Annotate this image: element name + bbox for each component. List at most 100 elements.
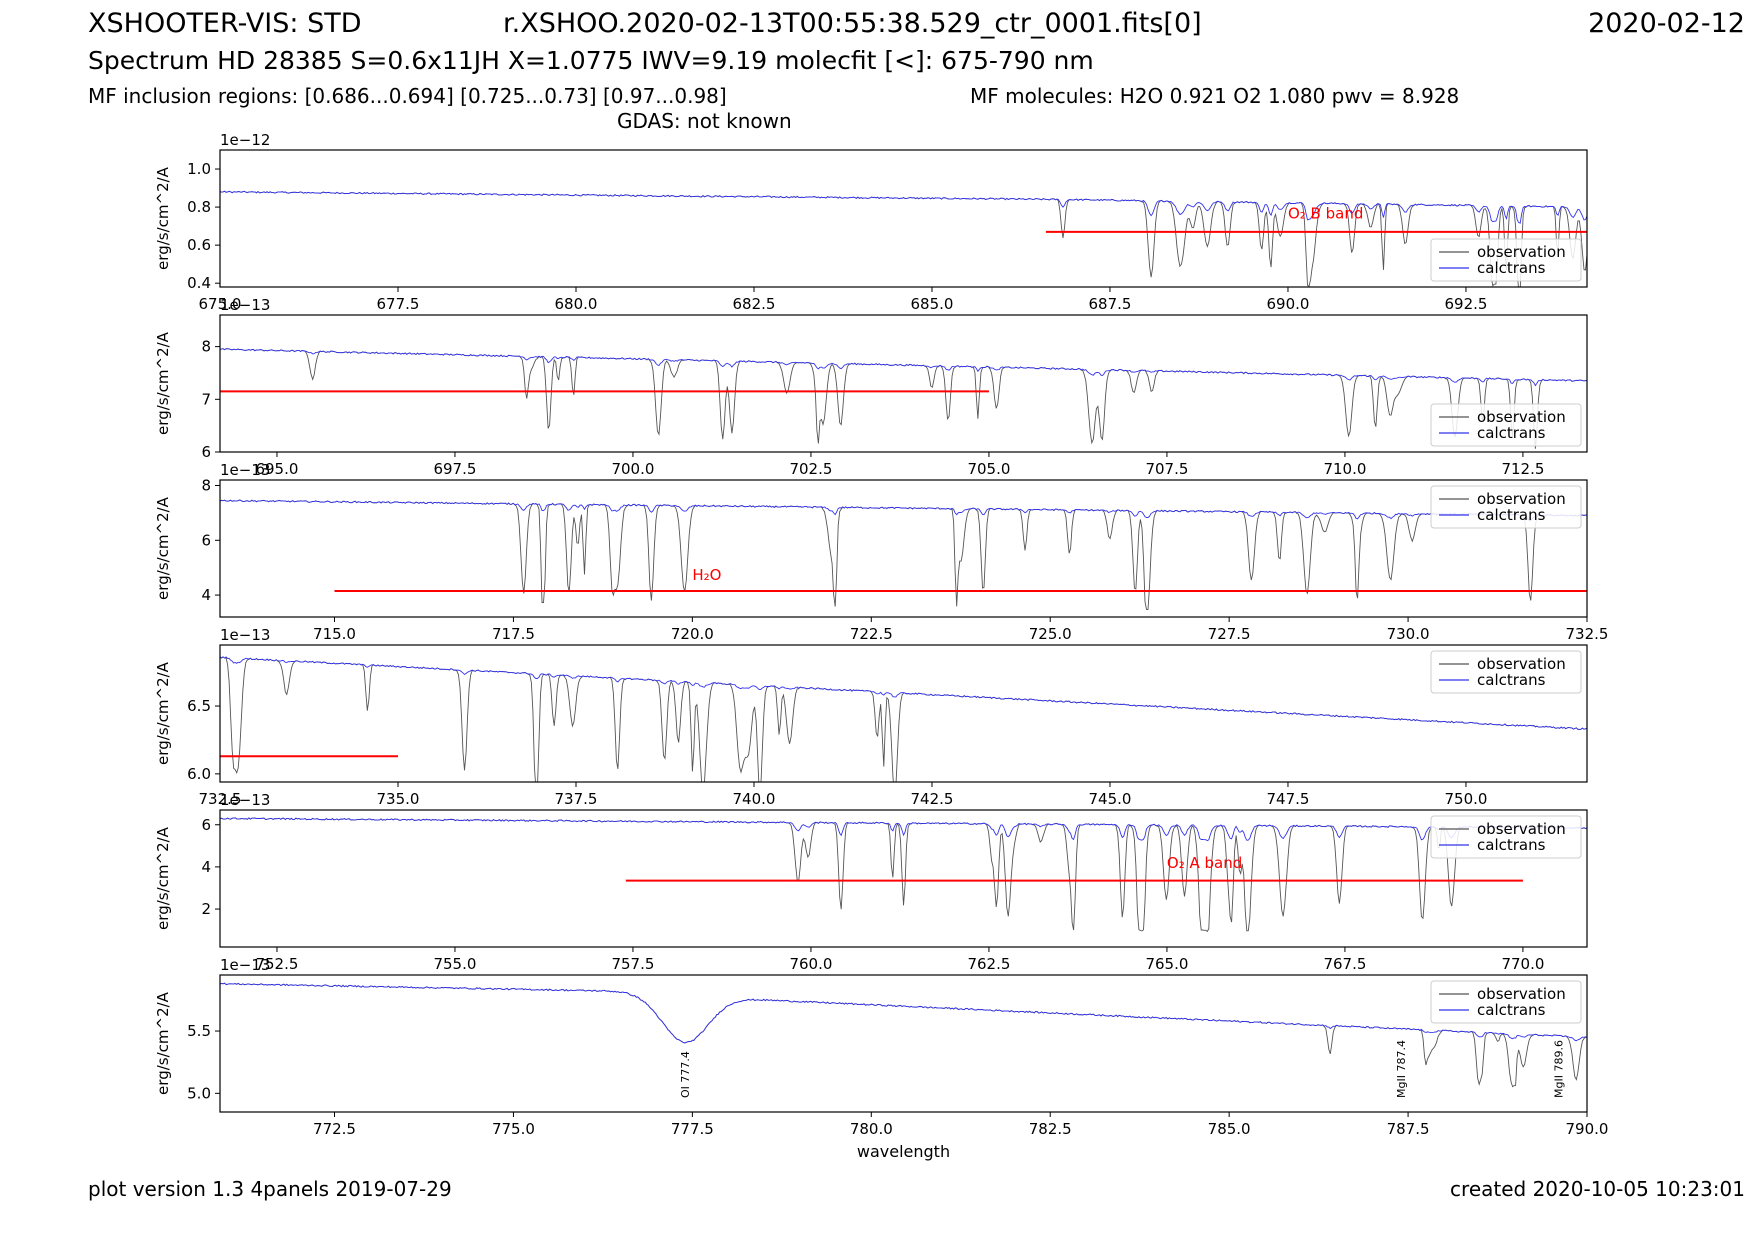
spectrum-info: Spectrum HD 28385 S=0.6x11JH X=1.0775 IW… [88, 46, 1094, 75]
legend-box [1430, 403, 1582, 447]
observation-series [220, 190, 1587, 287]
y-tick-label: 0.6 [187, 236, 211, 254]
legend-label-calctrans: calctrans [1477, 506, 1546, 524]
y-axis-label: erg/s/cm^2/A [154, 166, 172, 270]
x-tick-label: 702.5 [789, 460, 832, 478]
x-tick-label: 745.0 [1088, 790, 1131, 808]
x-tick-label: 740.0 [733, 790, 776, 808]
observation-series [220, 982, 1587, 1088]
band-annotation: O₂ B band [1288, 205, 1363, 223]
x-tick-label: 717.5 [492, 625, 535, 643]
x-tick-label: 780.0 [850, 1120, 893, 1138]
observation-series [220, 499, 1587, 610]
x-tick-label: 735.0 [377, 790, 420, 808]
x-tick-label: 725.0 [1029, 625, 1072, 643]
y-tick-label: 0.4 [187, 274, 211, 292]
axes-frame [219, 809, 1588, 948]
legend-label-calctrans: calctrans [1477, 671, 1546, 689]
legend-label-observation: observation [1477, 243, 1566, 261]
y-scale-label: 1e−13 [220, 956, 270, 974]
x-tick-label: 765.0 [1145, 955, 1188, 973]
x-tick-label: 687.5 [1088, 295, 1131, 313]
legend-label-observation: observation [1477, 820, 1566, 838]
x-tick-label: 700.0 [611, 460, 654, 478]
y-scale-label: 1e−12 [220, 131, 270, 149]
x-tick-label: 682.5 [733, 295, 776, 313]
x-tick-label: 707.5 [1145, 460, 1188, 478]
x-tick-label: 675.0 [199, 295, 242, 313]
legend-box [1430, 980, 1582, 1024]
x-tick-label: 785.0 [1208, 1120, 1251, 1138]
calctrans-series [220, 190, 1587, 224]
observation-series [220, 348, 1587, 449]
spectrum-lines [220, 190, 1587, 287]
y-axis-label: erg/s/cm^2/A [154, 496, 172, 600]
calctrans-series [220, 656, 1587, 730]
x-tick-label: 750.0 [1444, 790, 1487, 808]
axes-frame [219, 644, 1588, 783]
band-annotation: H₂O [692, 566, 721, 584]
spectrum-lines [220, 982, 1587, 1088]
x-tick-label: 777.5 [671, 1120, 714, 1138]
x-tick-label: 685.0 [911, 295, 954, 313]
legend-box [1430, 815, 1582, 859]
x-tick-label: 767.5 [1323, 955, 1366, 973]
x-tick-label: 757.5 [611, 955, 654, 973]
y-tick-label: 5.5 [187, 1022, 211, 1040]
panel-2: 695.0 697.5 700.0 702.5 705.0 707.5 710.0 712.5… [154, 296, 1588, 478]
x-tick-label: 752.5 [255, 955, 298, 973]
plot-version: plot version 1.3 4panels 2019-07-29 [88, 1177, 452, 1201]
legend-box [1430, 485, 1582, 529]
calctrans-series [220, 499, 1587, 522]
axes-frame [219, 314, 1588, 453]
spectrum-lines [220, 499, 1587, 610]
y-tick-label: 6 [201, 531, 211, 549]
y-tick-label: 6.5 [187, 697, 211, 715]
spectrum-lines [220, 348, 1587, 449]
calctrans-series [220, 817, 1587, 842]
x-tick-label: 710.0 [1323, 460, 1366, 478]
x-tick-label: 762.5 [967, 955, 1010, 973]
spectral-line-label: MgII 789.6 [1552, 1040, 1565, 1098]
legend-label-calctrans: calctrans [1477, 259, 1546, 277]
x-tick-label: 677.5 [377, 295, 420, 313]
x-tick-label: 737.5 [555, 790, 598, 808]
x-tick-label: 712.5 [1501, 460, 1544, 478]
x-tick-label: 680.0 [555, 295, 598, 313]
spectrum-lines [220, 656, 1587, 782]
y-scale-label: 1e−13 [220, 296, 270, 314]
y-tick-label: 8 [201, 476, 211, 494]
legend-label-calctrans: calctrans [1477, 424, 1546, 442]
axes-frame [219, 479, 1588, 618]
y-tick-label: 5.0 [187, 1084, 211, 1102]
spectral-line-label: MgII 787.4 [1395, 1040, 1408, 1098]
y-axis-label: erg/s/cm^2/A [154, 661, 172, 765]
y-tick-label: 4 [201, 586, 211, 604]
spectrum-lines [220, 817, 1587, 933]
x-tick-label: 730.0 [1387, 625, 1430, 643]
y-axis-label: erg/s/cm^2/A [154, 991, 172, 1095]
y-tick-label: 6 [201, 816, 211, 834]
x-tick-label: 770.0 [1501, 955, 1544, 973]
file-name: r.XSHOO.2020-02-13T00:55:38.529_ctr_0001… [503, 8, 1202, 39]
y-tick-label: 1.0 [187, 160, 211, 178]
legend-label-observation: observation [1477, 490, 1566, 508]
x-tick-label: 772.5 [313, 1120, 356, 1138]
x-tick-label: 747.5 [1266, 790, 1309, 808]
calctrans-series [220, 348, 1587, 387]
observation-series [220, 656, 1587, 782]
y-scale-label: 1e−13 [220, 791, 270, 809]
legend-box [1430, 238, 1582, 282]
spectral-line-label: OI 777.4 [679, 1051, 692, 1098]
legend-label-observation: observation [1477, 985, 1566, 1003]
x-tick-label: 732.5 [1566, 625, 1609, 643]
gdas-info: GDAS: not known [617, 109, 792, 133]
x-tick-label: 755.0 [433, 955, 476, 973]
x-tick-label: 715.0 [313, 625, 356, 643]
legend-label-observation: observation [1477, 408, 1566, 426]
x-tick-label: 705.0 [967, 460, 1010, 478]
